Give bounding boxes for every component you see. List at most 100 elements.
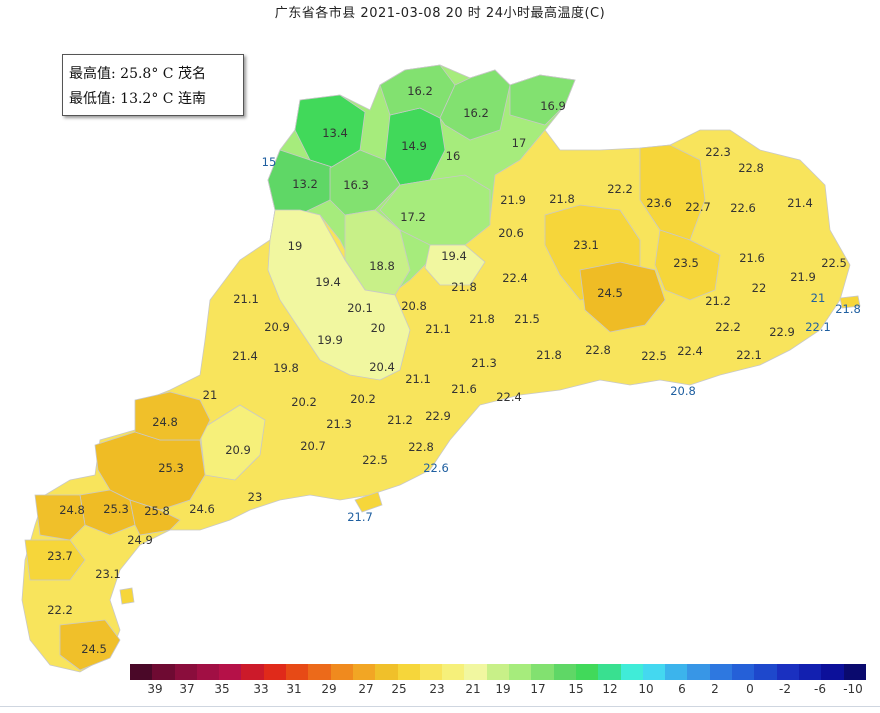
station-value-label: 20 — [371, 321, 386, 335]
legend-tick-label: 29 — [321, 682, 337, 696]
legend-tick-label: 23 — [429, 682, 445, 696]
legend-tick-label: 21 — [465, 682, 481, 696]
station-value-label: 22.2 — [715, 320, 741, 334]
map-title: 广东省各市县 2021-03-08 20 时 24小时最高温度(C) — [274, 6, 606, 21]
station-value-label: 24.8 — [59, 503, 85, 517]
legend-tick-label: -2 — [779, 682, 791, 696]
central-pale-region — [267, 209, 411, 381]
legend-swatch — [219, 664, 242, 680]
station-value-label: 20.7 — [300, 439, 326, 453]
station-value-label: 16 — [446, 149, 461, 163]
station-value-label: 24.6 — [189, 502, 215, 516]
station-value-label: 20.6 — [498, 226, 524, 240]
legend-swatch — [531, 664, 554, 680]
station-value-label: 23.6 — [646, 196, 672, 210]
legend-swatch — [263, 664, 287, 680]
station-value-label: 22.6 — [423, 461, 449, 475]
legend-swatch — [442, 664, 465, 680]
station-value-label: 24.8 — [152, 415, 178, 429]
legend-tick-label: 17 — [530, 682, 546, 696]
legend-tick-label: 12 — [602, 682, 618, 696]
station-value-label: 23.5 — [673, 256, 699, 270]
station-value-label: 14.9 — [401, 139, 427, 153]
station-value-label: 21.3 — [326, 417, 352, 431]
stats-box: 最高值: 25.8° C 茂名 最低值: 13.2° C 连南 — [62, 54, 244, 116]
station-value-label: 16.2 — [407, 84, 433, 98]
station-value-label: 23.7 — [47, 549, 73, 563]
province-base-region — [21, 64, 851, 673]
max-value-text: 最高值: 25.8° C 茂名 — [69, 66, 206, 82]
nanxiong-region — [509, 74, 576, 126]
legend-swatch — [575, 664, 599, 680]
station-value-label: 25.3 — [103, 502, 129, 516]
bottom-divider — [0, 706, 880, 707]
station-value-label: 22.8 — [585, 343, 611, 357]
station-value-label: 24.5 — [597, 286, 623, 300]
legend-swatch — [352, 664, 376, 680]
station-value-label: 22.2 — [47, 603, 73, 617]
station-value-label: 25.3 — [158, 461, 184, 475]
nanao-island — [839, 295, 861, 309]
station-value-label: 21.2 — [705, 294, 731, 308]
color-legend — [130, 664, 866, 680]
station-value-label: 18.8 — [369, 259, 395, 273]
station-value-label: 25.8 — [144, 504, 170, 518]
station-value-label: 21.1 — [233, 292, 259, 306]
station-value-label: 21 — [203, 388, 218, 402]
legend-swatch — [375, 664, 398, 680]
legend-tick-label: 27 — [358, 682, 374, 696]
legend-swatch — [330, 664, 353, 680]
legend-swatch — [286, 664, 309, 680]
shangchuan-island — [354, 491, 383, 513]
legend-tick-label: -6 — [814, 682, 826, 696]
legend-swatch — [821, 664, 844, 680]
station-value-label: 20.9 — [264, 320, 290, 334]
station-value-label: 22.5 — [641, 349, 667, 363]
station-value-label: 21.8 — [549, 192, 575, 206]
station-value-label: 22.9 — [425, 409, 451, 423]
legend-swatch — [798, 664, 822, 680]
station-labels: 16.2 16.2 16.9 13.4 14.9 16 17 15 13.2 16.3 17.2 22… — [47, 84, 861, 656]
station-value-label: 21.8 — [469, 312, 495, 326]
station-value-label: 22.5 — [362, 453, 388, 467]
legend-tick-label: 6 — [678, 682, 686, 696]
wengyuan-region — [379, 174, 491, 246]
station-value-label: 24.9 — [127, 533, 153, 547]
station-value-label: 17.2 — [400, 210, 426, 224]
station-value-label: 21 — [811, 291, 826, 305]
legend-tick-label: 39 — [147, 682, 163, 696]
xuwen-region — [59, 619, 121, 671]
meizhou-region — [639, 144, 706, 241]
min-value-text: 最低值: 13.2° C 连南 — [69, 91, 206, 107]
legend-swatch — [732, 664, 755, 680]
station-value-label: 13.4 — [322, 126, 348, 140]
station-value-label: 22.2 — [607, 182, 633, 196]
station-value-label: 21.1 — [405, 372, 431, 386]
station-value-label: 17 — [512, 136, 527, 150]
station-value-label: 21.9 — [500, 193, 526, 207]
legend-swatch — [776, 664, 799, 680]
wuhua-region — [654, 229, 721, 301]
station-value-label: 16.2 — [463, 106, 489, 120]
legend-swatch — [308, 664, 331, 680]
station-value-label: 21.6 — [451, 382, 477, 396]
station-value-label: 19.4 — [315, 275, 341, 289]
station-value-label: 21.7 — [347, 510, 373, 524]
station-value-label: 20.9 — [225, 443, 251, 457]
station-value-label: 16.9 — [540, 99, 566, 113]
legend-swatch — [553, 664, 576, 680]
legend-swatch — [419, 664, 443, 680]
station-value-label: 21.8 — [536, 348, 562, 362]
legend-tick-label: 25 — [391, 682, 407, 696]
station-value-label: 19.8 — [273, 361, 299, 375]
legend-tick-label: 37 — [179, 682, 195, 696]
station-value-label: 21.2 — [387, 413, 413, 427]
legend-swatch — [152, 664, 175, 680]
legend-tick-label: 31 — [286, 682, 302, 696]
station-value-label: 21.3 — [471, 356, 497, 370]
zijin-region — [579, 261, 666, 333]
station-value-label: 22.8 — [408, 440, 434, 454]
station-value-label: 20.2 — [291, 395, 317, 409]
leizhou-region — [24, 539, 86, 581]
station-value-label: 21.8 — [451, 280, 477, 294]
